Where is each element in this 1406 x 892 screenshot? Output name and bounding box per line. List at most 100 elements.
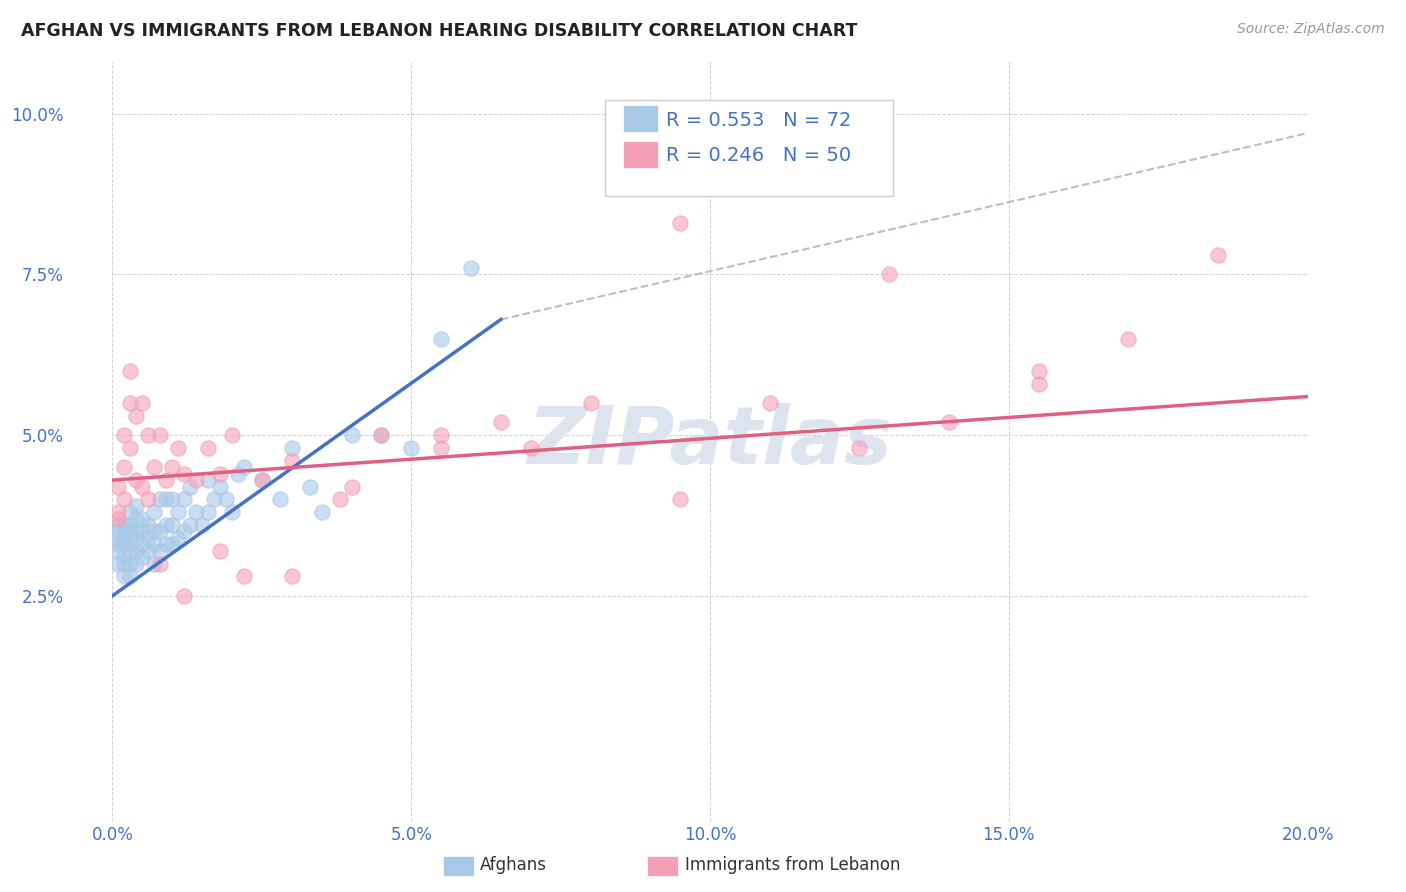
Point	[281, 569, 304, 583]
Point	[848, 441, 870, 455]
Point	[197, 473, 219, 487]
Point	[430, 428, 453, 442]
Text: Afghans: Afghans	[479, 856, 547, 874]
Point	[107, 505, 129, 519]
Point	[125, 511, 148, 525]
Point	[281, 441, 304, 455]
Point	[143, 537, 166, 551]
Point	[125, 409, 148, 423]
Point	[149, 492, 172, 507]
Point	[430, 441, 453, 455]
Point	[162, 518, 183, 533]
Point	[329, 492, 352, 507]
Point	[155, 537, 177, 551]
Point	[138, 543, 160, 558]
Point	[107, 518, 129, 533]
Point	[155, 473, 177, 487]
Point	[401, 441, 423, 455]
Point	[107, 524, 129, 539]
Point	[143, 557, 166, 571]
Point	[114, 550, 135, 565]
Point	[120, 441, 142, 455]
Point	[114, 428, 135, 442]
Point	[125, 557, 148, 571]
Point	[114, 537, 135, 551]
Point	[579, 396, 602, 410]
Point	[120, 505, 142, 519]
Point	[191, 518, 214, 533]
Point	[138, 531, 160, 545]
Point	[179, 479, 201, 493]
Point	[669, 216, 692, 230]
Point	[1206, 248, 1229, 262]
Point	[209, 543, 232, 558]
Point	[250, 473, 273, 487]
Point	[167, 505, 190, 519]
Point	[460, 261, 482, 276]
Point	[221, 505, 243, 519]
Point	[1118, 332, 1140, 346]
Point	[155, 518, 177, 533]
Point	[125, 543, 148, 558]
Point	[226, 467, 249, 481]
Point	[125, 473, 148, 487]
Point	[107, 479, 129, 493]
Point	[131, 511, 153, 525]
Text: AFGHAN VS IMMIGRANTS FROM LEBANON HEARING DISABILITY CORRELATION CHART: AFGHAN VS IMMIGRANTS FROM LEBANON HEARIN…	[21, 22, 858, 40]
Point	[233, 569, 256, 583]
Point	[155, 492, 177, 507]
Point	[167, 531, 190, 545]
Point	[114, 524, 135, 539]
Point	[131, 524, 153, 539]
Point	[107, 537, 129, 551]
Point	[114, 492, 135, 507]
Point	[120, 364, 142, 378]
Point	[120, 518, 142, 533]
Point	[120, 537, 142, 551]
Point	[162, 537, 183, 551]
Point	[162, 492, 183, 507]
Text: Source: ZipAtlas.com: Source: ZipAtlas.com	[1237, 22, 1385, 37]
Point	[149, 557, 172, 571]
Point	[114, 518, 135, 533]
Point	[197, 441, 219, 455]
Point	[143, 460, 166, 475]
Point	[669, 492, 692, 507]
Point	[149, 428, 172, 442]
Point	[233, 460, 256, 475]
Text: R = 0.553   N = 72: R = 0.553 N = 72	[666, 112, 852, 130]
Point	[131, 396, 153, 410]
Point	[173, 524, 195, 539]
Point	[131, 537, 153, 551]
Point	[209, 467, 232, 481]
Point	[370, 428, 392, 442]
Point	[149, 524, 172, 539]
Point	[1028, 376, 1050, 391]
Point	[202, 492, 225, 507]
Point	[1028, 364, 1050, 378]
Point	[209, 479, 232, 493]
Point	[281, 454, 304, 468]
Point	[215, 492, 238, 507]
Point	[173, 467, 195, 481]
Point	[107, 511, 129, 525]
Point	[120, 557, 142, 571]
Point	[107, 543, 129, 558]
Point	[179, 518, 201, 533]
Point	[340, 479, 363, 493]
Point	[221, 428, 243, 442]
Point	[114, 569, 135, 583]
Point	[489, 415, 512, 429]
Point	[167, 441, 190, 455]
Point	[120, 396, 142, 410]
Point	[173, 492, 195, 507]
Point	[114, 460, 135, 475]
Point	[938, 415, 960, 429]
Text: Immigrants from Lebanon: Immigrants from Lebanon	[685, 856, 900, 874]
Point	[162, 460, 183, 475]
Point	[298, 479, 321, 493]
Point	[269, 492, 291, 507]
Point	[120, 524, 142, 539]
Point	[250, 473, 273, 487]
Point	[131, 550, 153, 565]
